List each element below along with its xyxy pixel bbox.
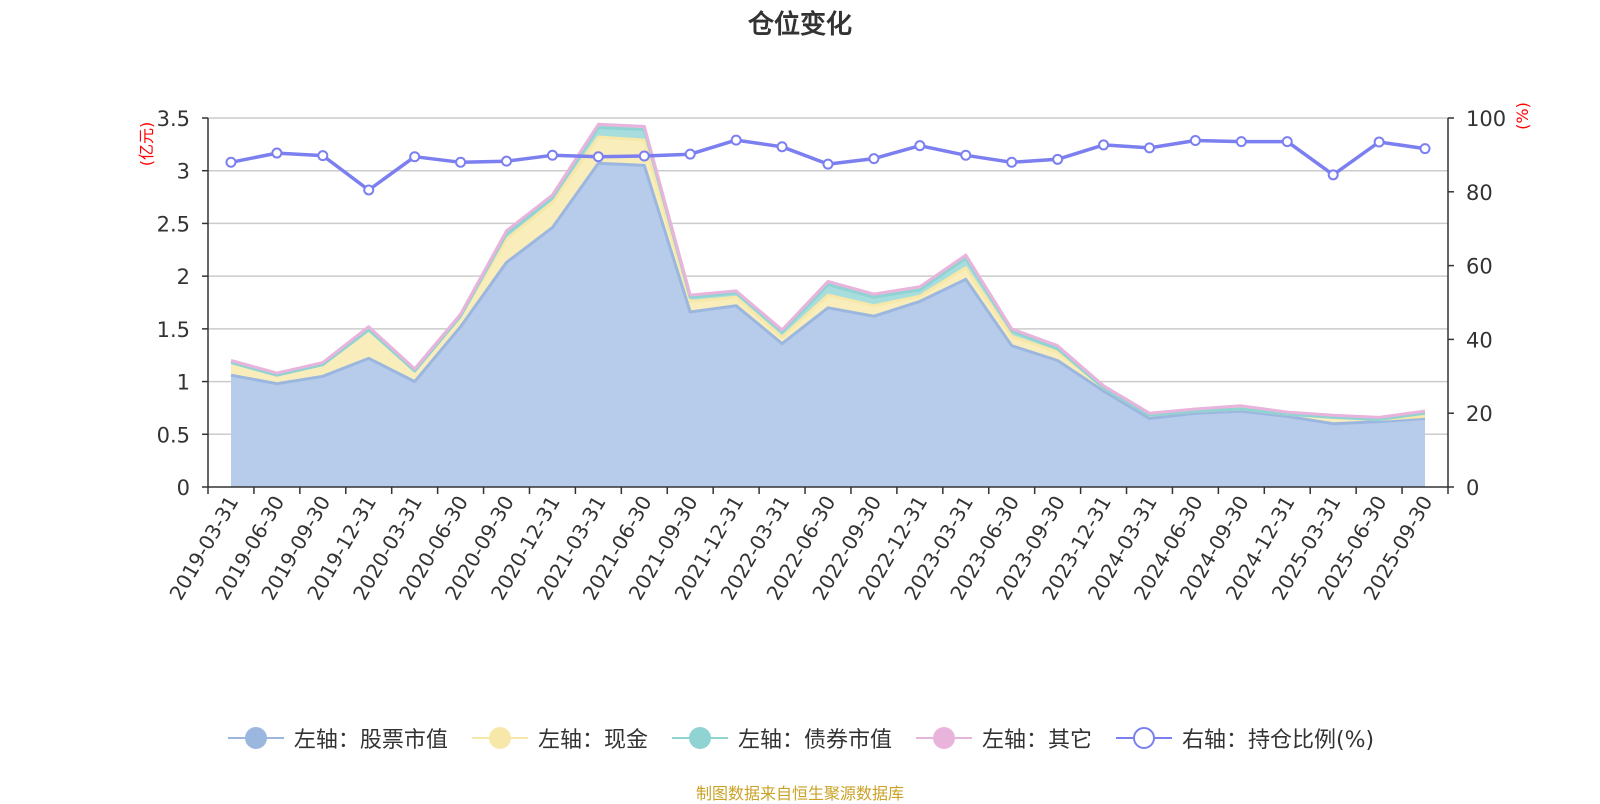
legend-area-marker <box>227 727 284 749</box>
left-tick-label: 0 <box>177 476 190 500</box>
legend-line-marker <box>1115 727 1172 749</box>
ratio-point <box>1052 153 1064 165</box>
ratio-point <box>822 158 834 170</box>
right-tick-label: 60 <box>1466 255 1493 279</box>
left-tick-label: 0.5 <box>157 423 190 447</box>
left-tick-label: 1 <box>177 371 190 395</box>
ratio-point <box>1235 136 1247 148</box>
ratio-point <box>776 141 788 153</box>
legend-item[interactable]: 左轴：债券市值 <box>670 722 892 754</box>
data-source-note: 制图数据来自恒生聚源数据库 <box>695 784 904 803</box>
ratio-point <box>592 151 604 163</box>
ratio-line <box>225 134 1431 196</box>
ratio-point <box>1143 142 1155 154</box>
right-tick-label: 40 <box>1466 328 1493 352</box>
ratio-point <box>271 147 283 159</box>
ratio-point <box>225 156 237 168</box>
legend-label: 左轴：其它 <box>981 728 1092 753</box>
left-tick-label: 3.5 <box>157 107 190 131</box>
ratio-point <box>317 150 329 162</box>
ratio-point <box>1006 156 1018 168</box>
area-edge-左轴：其它 <box>230 122 1426 419</box>
ratio-point <box>409 151 421 163</box>
legend-label: 右轴：持仓比例(%) <box>1181 728 1375 753</box>
left-tick-label: 2.5 <box>157 212 190 236</box>
legend-area-marker <box>915 727 972 749</box>
left-axis-unit: (亿元) <box>137 122 156 167</box>
ratio-point <box>1327 169 1339 181</box>
ratio-point <box>684 148 696 160</box>
ratio-point <box>638 150 650 162</box>
right-axis-unit: (%) <box>1513 102 1532 130</box>
legend-item[interactable]: 左轴：现金 <box>470 722 648 754</box>
ratio-point <box>868 153 880 165</box>
legend-item[interactable]: 左轴：股票市值 <box>226 722 448 754</box>
ratio-point <box>1098 139 1110 151</box>
legend-area-marker <box>671 727 728 749</box>
right-tick-label: 80 <box>1466 181 1493 205</box>
ratio-point <box>1189 135 1201 147</box>
left-tick-label: 3 <box>177 160 190 184</box>
legend-item[interactable]: 左轴：其它 <box>914 722 1092 754</box>
ratio-point <box>363 184 375 196</box>
legend-label: 左轴：股票市值 <box>293 728 448 753</box>
ratio-point <box>1373 136 1385 148</box>
legend: 左轴：股票市值 左轴：现金 左轴：债券市值 左轴：其它 右轴：持仓比例(%) <box>0 722 1600 754</box>
left-tick-label: 1.5 <box>157 318 190 342</box>
right-tick-label: 0 <box>1466 476 1479 500</box>
ratio-point <box>1281 136 1293 148</box>
ratio-point <box>960 149 972 161</box>
ratio-point <box>914 140 926 152</box>
ratio-point <box>546 149 558 161</box>
ratio-point <box>501 155 513 167</box>
ratio-point <box>730 134 742 146</box>
ratio-point <box>1419 143 1431 155</box>
left-tick-label: 2 <box>177 265 190 289</box>
legend-area-marker <box>471 727 528 749</box>
legend-label: 左轴：债券市值 <box>737 728 892 753</box>
legend-item[interactable]: 右轴：持仓比例(%) <box>1114 722 1374 754</box>
area-edge-左轴：股票市值 <box>230 161 1426 426</box>
right-tick-label: 100 <box>1466 107 1506 131</box>
right-tick-label: 20 <box>1466 402 1493 426</box>
chart-title: 仓位变化 <box>747 10 852 40</box>
ratio-point <box>455 156 467 168</box>
stacked-areas <box>230 122 1426 488</box>
area-左轴：股票市值 <box>231 163 1425 488</box>
legend-label: 左轴：现金 <box>537 728 648 753</box>
